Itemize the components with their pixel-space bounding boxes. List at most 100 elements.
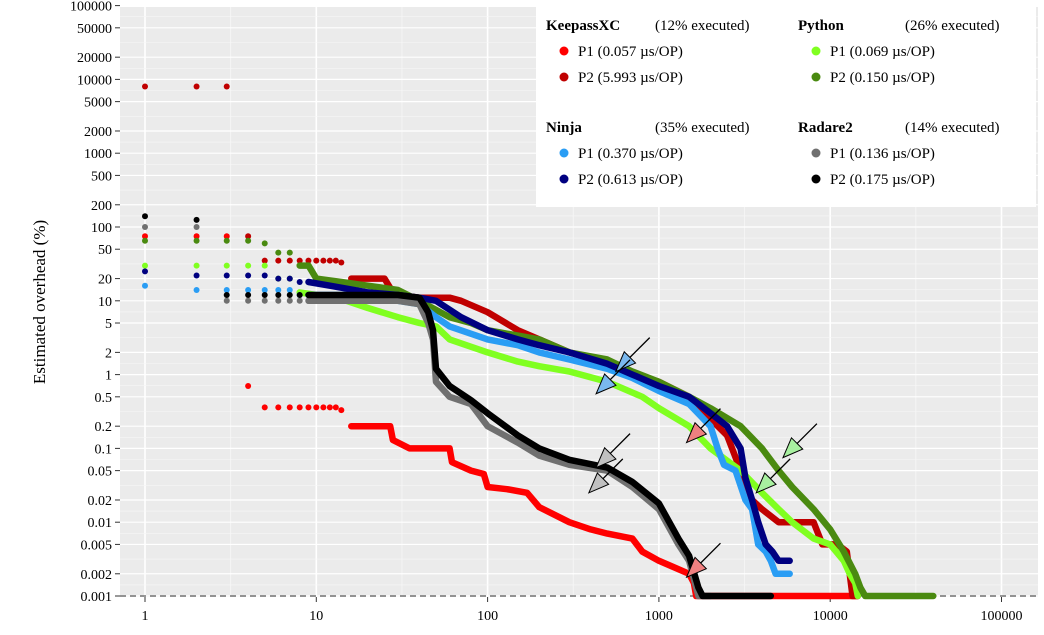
y-tick-label: 0.005: [81, 538, 113, 553]
data-point: [261, 287, 268, 294]
y-axis: 100000 50000 20000 10000 5000 2000 1000 500 200 1…: [70, 0, 120, 605]
y-tick-label: 5000: [84, 96, 112, 111]
data-point: [305, 404, 312, 411]
data-point: [193, 272, 200, 279]
y-tick-label: 2: [105, 346, 112, 361]
legend-item-label: P1 (0.370 µs/OP): [578, 146, 683, 162]
arrows-layer: [587, 337, 818, 579]
series-python-p2: [142, 237, 937, 600]
data-point: [142, 268, 148, 275]
data-curve: [348, 422, 862, 600]
legend-swatch: [811, 46, 821, 56]
y-tick-label: 100: [91, 221, 112, 236]
data-point: [313, 404, 320, 411]
legend-item-label: P2 (0.613 µs/OP): [578, 172, 683, 188]
legend-item-label: P2 (0.150 µs/OP): [830, 70, 935, 86]
data-point: [245, 233, 252, 240]
y-tick-label: 10000: [77, 73, 112, 88]
y-tick-label: 200: [91, 199, 112, 214]
y-tick-label: 0.2: [95, 420, 113, 435]
data-point: [275, 404, 282, 411]
legend-item-label: P2 (0.175 µs/OP): [830, 172, 935, 188]
y-tick-label: 0.002: [81, 568, 113, 583]
y-tick-label: 0.05: [88, 465, 113, 480]
data-point: [296, 404, 303, 411]
y-tick-label: 2000: [84, 125, 112, 140]
legend-group-executed: (26% executed): [905, 18, 1000, 34]
y-tick-label: 50: [98, 243, 112, 258]
data-point: [275, 291, 282, 298]
y-tick-label: 0.1: [95, 442, 113, 457]
data-point: [245, 237, 252, 244]
data-point: [245, 297, 252, 304]
data-point: [245, 291, 252, 298]
data-point: [245, 287, 252, 294]
data-point: [275, 257, 282, 264]
y-tick-label: 50000: [77, 22, 112, 37]
data-point: [223, 262, 230, 269]
data-point: [261, 297, 268, 304]
data-point: [296, 297, 303, 304]
data-point: [223, 272, 230, 279]
data-point: [223, 233, 230, 240]
legend-item-label: P1 (0.136 µs/OP): [830, 146, 935, 162]
annotation-arrow: [614, 337, 651, 373]
series-keepassxc-p1: [142, 233, 862, 600]
data-point: [313, 257, 320, 264]
x-tick-label: 10: [309, 609, 323, 624]
y-tick-label: 500: [91, 169, 112, 184]
data-curve: [305, 291, 775, 600]
data-point: [296, 278, 303, 285]
legend-swatch: [559, 72, 569, 82]
legend-swatch: [559, 46, 569, 56]
data-point: [286, 257, 293, 264]
data-point: [296, 291, 303, 298]
data-point: [142, 262, 148, 269]
legend-swatch: [811, 72, 821, 82]
data-point: [326, 257, 333, 264]
data-point: [223, 287, 230, 294]
legend-group-executed: (12% executed): [655, 18, 750, 34]
legend-background: [536, 7, 1036, 207]
series-radare2-p2: [142, 213, 775, 600]
data-point: [142, 224, 148, 230]
x-tick-label: 1000: [645, 609, 673, 624]
data-point: [193, 83, 200, 90]
data-point: [338, 407, 345, 414]
y-tick-label: 20: [98, 273, 112, 288]
x-tick-label: 1: [142, 609, 149, 624]
legend-item-label: P1 (0.057 µs/OP): [578, 44, 683, 60]
series-layer: [142, 83, 937, 600]
data-point: [245, 383, 252, 390]
x-axis: 1 10 100 1000 10000 100000: [142, 597, 1023, 624]
data-point: [261, 291, 268, 298]
data-point: [275, 287, 282, 294]
data-point: [261, 262, 268, 269]
y-tick-label: 0.5: [95, 391, 113, 406]
x-tick-label: 100000: [981, 609, 1023, 624]
data-point: [286, 275, 293, 282]
data-point: [142, 233, 148, 240]
data-point: [296, 257, 303, 264]
legend-group-title: Python: [798, 18, 845, 34]
data-point: [275, 297, 282, 304]
legend-swatch: [811, 174, 821, 184]
data-point: [223, 291, 230, 298]
data-point: [223, 83, 230, 90]
y-tick-label: 0.02: [88, 494, 113, 509]
annotation-arrow: [595, 359, 631, 395]
annotation-arrow: [782, 423, 818, 459]
legend-swatch: [559, 174, 569, 184]
legend-group-executed: (35% executed): [655, 120, 750, 136]
y-tick-label: 1: [105, 369, 112, 384]
annotation-arrow: [595, 433, 631, 469]
y-tick-label: 10: [98, 295, 112, 310]
y-tick-label: 1000: [84, 147, 112, 162]
legend-group-title: Radare2: [798, 120, 853, 136]
data-point: [275, 275, 282, 282]
annotation-arrow: [685, 408, 721, 444]
data-point: [223, 237, 230, 244]
data-point: [332, 404, 339, 411]
data-curve: [296, 262, 937, 600]
